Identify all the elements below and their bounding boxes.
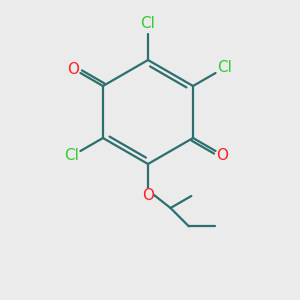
Text: O: O (68, 61, 80, 76)
Text: O: O (217, 148, 229, 163)
Text: Cl: Cl (141, 16, 155, 32)
Text: O: O (142, 188, 154, 202)
Text: Cl: Cl (217, 61, 232, 76)
Text: Cl: Cl (64, 148, 79, 164)
